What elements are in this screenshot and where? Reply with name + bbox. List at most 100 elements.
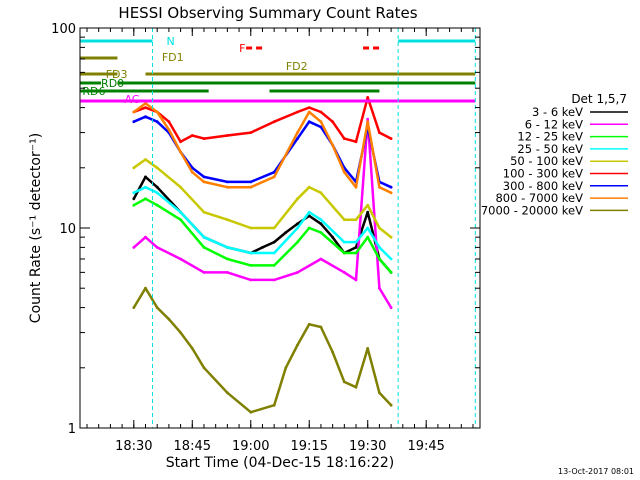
series-8-point bbox=[342, 170, 346, 174]
series-8-point bbox=[296, 131, 299, 135]
series-2-point bbox=[249, 278, 253, 282]
series-9-point bbox=[190, 347, 194, 350]
series-5-point bbox=[155, 166, 159, 170]
legend-entry-label: 300 - 800 keV bbox=[503, 179, 583, 193]
legend-entry-label: 6 - 12 keV bbox=[525, 117, 583, 131]
series-9-point bbox=[155, 306, 159, 309]
flag-label-fd1: FD1 bbox=[162, 51, 184, 64]
legend-entry-label: 3 - 6 keV bbox=[532, 105, 583, 119]
series-8-point bbox=[272, 175, 276, 179]
legend-entry-label: 100 - 300 keV bbox=[503, 167, 583, 181]
series-6-point bbox=[249, 131, 253, 135]
series-2-point bbox=[342, 271, 346, 274]
x-tick-label: 19:00 bbox=[232, 439, 269, 454]
series-5-point bbox=[272, 226, 276, 230]
y-tick-label: 10 bbox=[59, 222, 76, 237]
series-6-point bbox=[179, 140, 183, 144]
series-5-point bbox=[296, 197, 299, 201]
series-3-point bbox=[226, 257, 229, 261]
x-tick-label: 18:45 bbox=[174, 439, 211, 454]
x-tick-label: 19:15 bbox=[291, 439, 328, 454]
series-7-point bbox=[389, 185, 393, 189]
series-6-point bbox=[226, 134, 229, 137]
series-4-point bbox=[179, 210, 183, 214]
series-3-point bbox=[354, 251, 358, 255]
series-6-point bbox=[378, 131, 381, 135]
series-7-point bbox=[319, 125, 323, 129]
legend-title: Det 1,5,7 bbox=[571, 92, 627, 106]
flag-label-f: F bbox=[239, 42, 245, 55]
axis-ticks: 18:30 18:45 19:00 19:15 19:30 19:45 1 10 100 bbox=[51, 22, 480, 454]
series-3-point bbox=[179, 218, 183, 222]
y-axis-label: Count Rate (s⁻¹ detector⁻¹) bbox=[28, 133, 44, 323]
series-8-point bbox=[202, 180, 206, 184]
series-line-9 bbox=[132, 286, 393, 414]
series-8-point bbox=[331, 143, 334, 147]
series-4-point bbox=[354, 240, 358, 244]
series-9-point bbox=[342, 380, 346, 384]
series-8-point bbox=[226, 185, 229, 189]
series-2-point bbox=[155, 246, 159, 249]
series-9-point bbox=[132, 306, 136, 309]
series-9-point bbox=[389, 403, 393, 407]
series-9-point bbox=[307, 322, 311, 326]
series-5-point bbox=[319, 191, 323, 195]
series-1-point bbox=[331, 235, 334, 239]
series-2-point bbox=[319, 257, 323, 261]
series-8-point bbox=[249, 185, 253, 189]
series-3-point bbox=[307, 226, 311, 230]
series-7-point bbox=[202, 175, 206, 179]
date-stamp: 13-Oct-2017 08:01 bbox=[558, 467, 634, 476]
series-4-point bbox=[296, 226, 299, 230]
series-9-point bbox=[226, 391, 229, 395]
y-tick-label: 100 bbox=[51, 22, 76, 37]
series-3-point bbox=[378, 257, 381, 261]
series-8-point bbox=[132, 110, 136, 114]
series-9-point bbox=[284, 366, 288, 370]
series-9-point bbox=[354, 385, 358, 389]
series-2-point bbox=[179, 257, 183, 261]
series-1-point bbox=[284, 231, 288, 234]
series-2-point bbox=[202, 271, 206, 274]
series-4-point bbox=[272, 251, 276, 255]
series-4-point bbox=[132, 191, 136, 195]
series-3-point bbox=[342, 251, 346, 255]
flag-label-rd0: RD0 bbox=[101, 77, 124, 90]
series-3-point bbox=[202, 246, 206, 249]
series-3-point bbox=[144, 197, 147, 201]
series-2-point bbox=[389, 306, 393, 309]
series-8-point bbox=[307, 110, 311, 114]
series-8-point bbox=[366, 120, 370, 124]
series-7-point bbox=[144, 115, 147, 119]
series-9-point bbox=[249, 410, 253, 414]
series-5-point bbox=[226, 218, 229, 222]
series-7-point bbox=[249, 180, 253, 184]
series-3-point bbox=[296, 240, 299, 244]
series-1-point bbox=[132, 197, 136, 201]
series-1-point bbox=[354, 246, 358, 249]
x-tick-label: 19:45 bbox=[407, 439, 444, 454]
series-8-point bbox=[354, 185, 358, 189]
series-2-point bbox=[366, 117, 370, 121]
legend-entry-label: 7000 - 20000 keV bbox=[481, 203, 583, 217]
flag-label-fd2: FD2 bbox=[286, 60, 308, 73]
series-2-point bbox=[272, 278, 276, 282]
series-6-point bbox=[272, 120, 276, 124]
series-5-point bbox=[378, 226, 381, 230]
series-5-point bbox=[342, 218, 346, 222]
series-6-point bbox=[366, 96, 370, 99]
series-line-3 bbox=[133, 197, 393, 274]
flag-label-fd3: FD3 bbox=[106, 68, 128, 81]
series-4-point bbox=[378, 246, 381, 249]
series-5-point bbox=[389, 235, 393, 239]
flag-label-rd6: RD6 bbox=[82, 85, 105, 98]
series-5-point bbox=[179, 185, 183, 189]
series-4-point bbox=[366, 226, 370, 230]
flag-label-ac: AC bbox=[124, 93, 139, 106]
series-1-point bbox=[155, 185, 159, 189]
series-9-point bbox=[319, 325, 323, 329]
series-6-point bbox=[202, 137, 206, 141]
